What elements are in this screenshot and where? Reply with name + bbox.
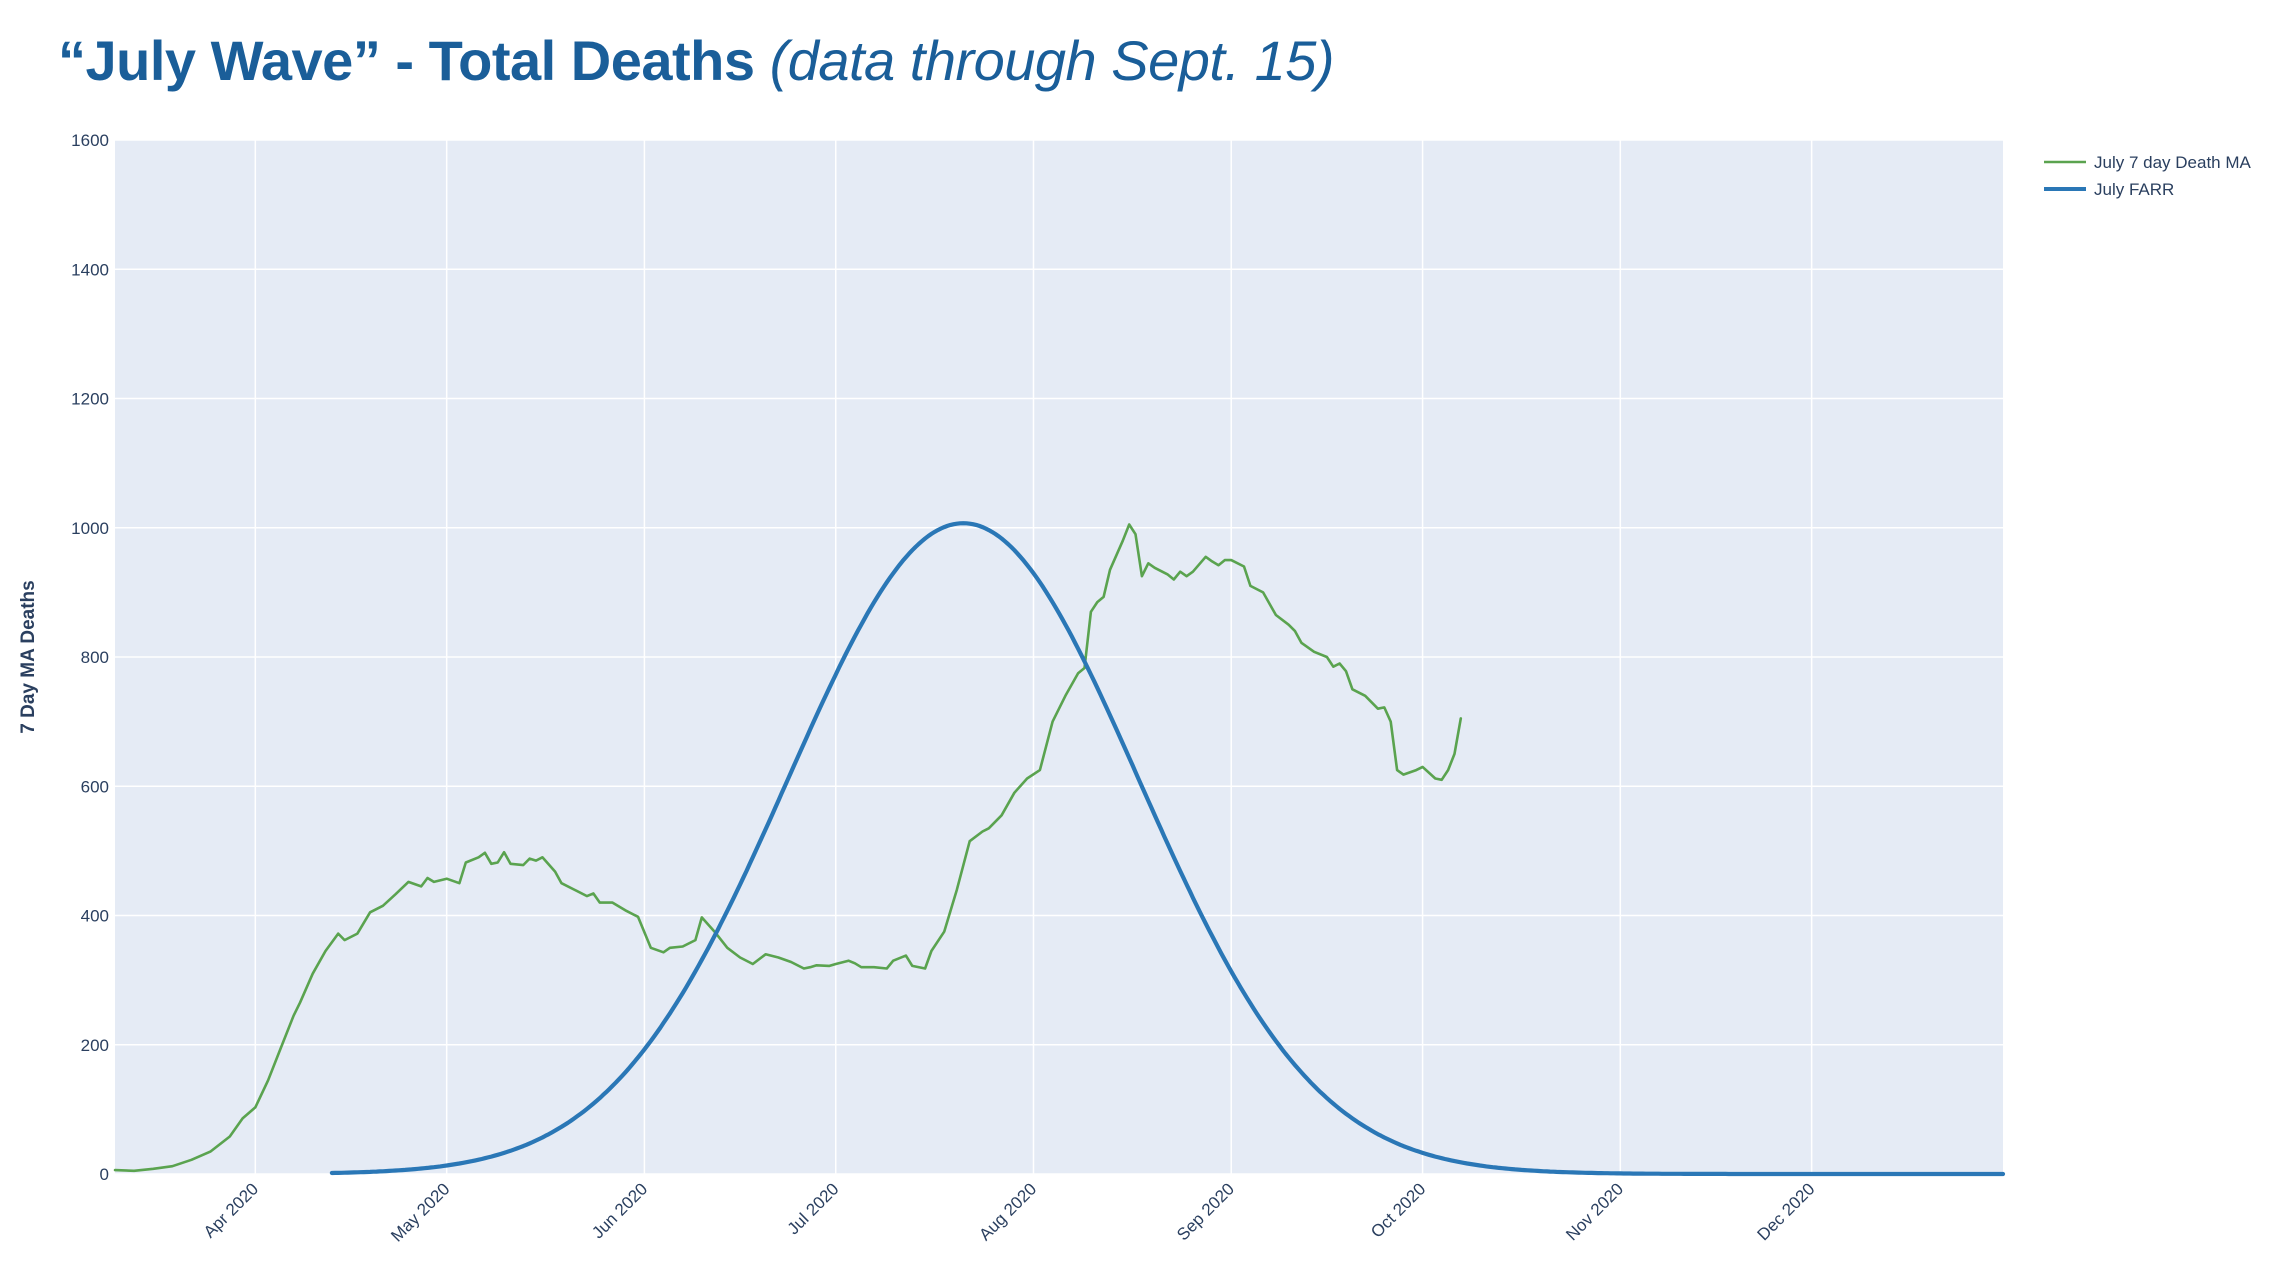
- y-tick-label: 600: [81, 777, 109, 796]
- x-tick-label: Sep 2020: [1173, 1179, 1238, 1244]
- chart-title: “July Wave” - Total Deaths (data through…: [58, 28, 1335, 93]
- chart-title-subtitle: (data through Sept. 15): [769, 29, 1335, 92]
- x-tick-label: Nov 2020: [1562, 1179, 1627, 1244]
- y-tick-label: 1600: [71, 131, 109, 150]
- y-axis-title: 7 Day MA Deaths: [18, 580, 39, 733]
- x-tick-label: Dec 2020: [1754, 1179, 1819, 1244]
- y-tick-label: 800: [81, 648, 109, 667]
- x-tick-label: May 2020: [387, 1179, 453, 1245]
- chart-title-main: “July Wave” - Total Deaths: [58, 29, 755, 92]
- y-tick-label: 1200: [71, 390, 109, 409]
- y-axis-ticks: 0 200 400 600 800 1000 1200 1400 1600: [71, 131, 109, 1184]
- y-tick-label: 200: [81, 1036, 109, 1055]
- x-tick-label: Oct 2020: [1367, 1179, 1429, 1241]
- x-tick-label: Jun 2020: [588, 1179, 651, 1242]
- series-line-death-ma[interactable]: [113, 523, 1463, 1173]
- y-tick-label: 400: [81, 907, 109, 926]
- y-tick-label: 0: [100, 1165, 109, 1184]
- series-line-farr[interactable]: [329, 521, 2006, 1177]
- y-tick-label: 1400: [71, 260, 109, 279]
- y-tick-label: 1000: [71, 519, 109, 538]
- gridlines: [115, 139, 2003, 1175]
- legend[interactable]: July 7 day Death MA July FARR: [2044, 153, 2252, 199]
- series-lines[interactable]: [113, 521, 2006, 1177]
- x-tick-label: Aug 2020: [975, 1179, 1040, 1244]
- legend-item-label[interactable]: July 7 day Death MA: [2094, 153, 2252, 172]
- x-axis-ticks: Apr 2020 May 2020 Jun 2020 Jul 2020 Aug 2020…: [200, 1179, 1819, 1245]
- legend-item-label[interactable]: July FARR: [2094, 180, 2174, 199]
- x-tick-label: Apr 2020: [200, 1179, 262, 1241]
- x-tick-label: Jul 2020: [784, 1179, 843, 1238]
